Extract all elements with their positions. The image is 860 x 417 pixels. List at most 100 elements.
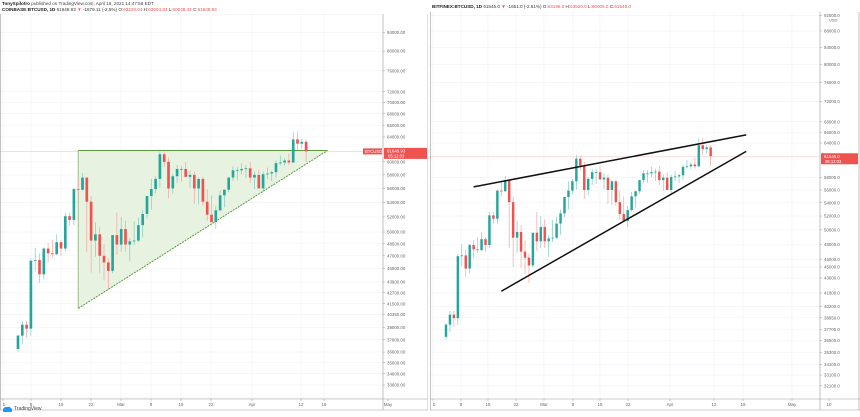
- candle-up: [448, 314, 452, 325]
- candle-up: [681, 166, 685, 176]
- candle-down: [38, 259, 41, 275]
- ohlc-close: 61649.93: [197, 7, 217, 12]
- candle-up: [94, 234, 97, 241]
- candle-up: [141, 213, 145, 226]
- candle-down: [89, 201, 93, 241]
- candle-up: [468, 244, 471, 269]
- candle-up: [594, 172, 598, 174]
- candle-down: [115, 235, 119, 245]
- chart-panel-right[interactable]: 92000.0 USD 88000.0 84000.0 80000.0 76000.0 72…: [430, 0, 860, 411]
- candle-up: [128, 241, 132, 245]
- candle-down: [124, 228, 127, 245]
- candle-up: [480, 239, 483, 251]
- candlestick-chart-coinbase[interactable]: 84000.00 80000.00 76000.00 72000.00 70000.00…: [0, 0, 429, 411]
- price-tick-label: 64000.0: [824, 141, 840, 146]
- candle-up: [638, 180, 641, 192]
- symbol-title: COINBASE:BTCUSD, 1D: [2, 7, 56, 12]
- price-tick-label: 70000.00: [387, 100, 406, 105]
- candle-up: [689, 164, 693, 167]
- candle-up: [132, 240, 136, 242]
- candle-down: [296, 139, 299, 144]
- candle-down: [257, 174, 261, 189]
- candle-up: [214, 210, 218, 223]
- symbol-price-tag-label: BTCUSD: [365, 149, 382, 154]
- candle-up: [278, 162, 282, 164]
- candle-up: [634, 191, 637, 197]
- candle-up: [662, 177, 665, 181]
- time-tick-label: 22: [626, 402, 631, 407]
- tradingview-logo[interactable]: TradingView: [3, 406, 42, 412]
- candle-down: [476, 249, 479, 251]
- candle-down: [184, 168, 188, 177]
- ohlc-high: 63604.34: [148, 7, 168, 12]
- price-tick-label: 68000.00: [387, 111, 406, 116]
- price-tick-label: 36500.0: [824, 338, 840, 343]
- time-tick-label: 8: [30, 402, 33, 407]
- price-tick-label: 40350.00: [387, 312, 406, 317]
- time-tick-label: 22: [89, 402, 94, 407]
- price-tick-label: 40200.0: [824, 304, 840, 309]
- price-tick-label: 48500.00: [387, 241, 406, 246]
- price-tick-label: 52000.00: [387, 215, 406, 220]
- time-tick-label: 8: [460, 402, 463, 407]
- price-tick-label: 41500.00: [387, 301, 406, 306]
- candle-down: [606, 177, 610, 190]
- candle-down: [701, 145, 704, 150]
- candle-up: [197, 178, 200, 189]
- candle-down: [102, 255, 106, 263]
- ohlc-high: 63520.0: [570, 4, 587, 9]
- candle-up: [72, 189, 76, 220]
- symbol-legend-right[interactable]: BITFINEX:BTCUSD, 1D 61545.0 ▼ -1651.0 (-…: [432, 4, 631, 9]
- price-tick-label: 76000.00: [387, 68, 406, 73]
- candle-up: [29, 260, 33, 329]
- price-tick-label: 72000.00: [387, 89, 406, 94]
- time-tick-label: Apr: [249, 402, 256, 407]
- ohlc-low: 60048.43: [172, 7, 192, 12]
- price-tick-label: 48000.0: [824, 242, 840, 247]
- candle-up: [253, 174, 256, 178]
- candle-up: [555, 223, 558, 238]
- candle-up: [300, 141, 304, 144]
- candle-up: [63, 216, 67, 249]
- candle-up: [16, 335, 20, 349]
- time-tick-label: May: [788, 402, 797, 407]
- candle-down: [167, 161, 170, 189]
- candle-down: [162, 154, 166, 162]
- candle-up: [456, 256, 460, 319]
- tradingview-cloud-icon: [3, 406, 12, 412]
- candle-up: [171, 176, 175, 189]
- candle-down: [59, 242, 63, 249]
- candle-up: [539, 227, 543, 242]
- price-tick-label: 54000.0: [824, 200, 840, 205]
- candle-up: [154, 178, 157, 190]
- candle-up: [575, 158, 578, 182]
- candle-down: [76, 189, 80, 190]
- symbol-legend-left[interactable]: COINBASE:BTCUSD, 1D 61648.93 ▼ -1579.11 …: [2, 7, 217, 12]
- price-tick-label: 66000.00: [387, 123, 406, 128]
- price-tick-label: 35600.00: [387, 360, 406, 365]
- price-tick-label: 33100.0: [824, 373, 840, 378]
- price-tick-label: 43600.0: [824, 276, 840, 281]
- candle-up: [111, 235, 114, 271]
- price-tick-label: 60000.00: [387, 159, 406, 164]
- candle-down: [248, 168, 252, 178]
- time-tick-label: 12: [712, 402, 717, 407]
- candle-up: [626, 210, 629, 221]
- candle-up: [119, 228, 123, 245]
- symbol-price-tag: [363, 148, 382, 155]
- price-tick-label: 45500.00: [387, 266, 406, 271]
- chart-panel-left[interactable]: 84000.00 80000.00 76000.00 72000.00 70000.00…: [0, 0, 429, 411]
- candle-up: [137, 225, 140, 241]
- bar-countdown: 05:12:03: [825, 159, 842, 164]
- price-axis-unit: USD: [829, 17, 838, 22]
- candle-down: [98, 234, 102, 256]
- candle-down: [210, 214, 213, 223]
- candle-down: [192, 174, 196, 189]
- ohlc-close: 61545.0: [614, 4, 631, 9]
- candle-up: [274, 163, 278, 173]
- time-tick-label: 10: [827, 402, 832, 407]
- candle-up: [240, 168, 243, 171]
- candle-up: [654, 171, 657, 173]
- candle-up: [496, 190, 499, 219]
